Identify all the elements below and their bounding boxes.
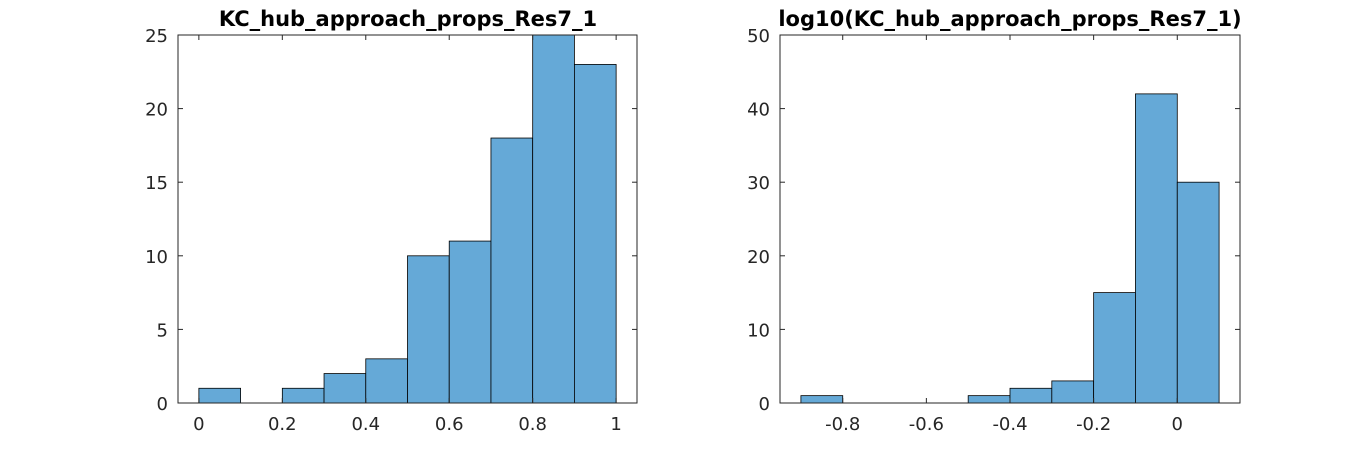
x-tick-label: 0.4 (351, 414, 380, 435)
y-tick-label: 10 (145, 247, 168, 268)
histogram-bar (800, 395, 844, 404)
x-tick-label: 0 (1172, 414, 1183, 435)
y-tick-label: 20 (747, 247, 770, 268)
histogram-bar (967, 395, 1011, 404)
y-tick-label: 30 (747, 173, 770, 194)
x-tick-label: -0.8 (825, 414, 860, 435)
axes-box (177, 34, 638, 404)
histogram-bar (1009, 387, 1053, 404)
histogram-bar (198, 387, 241, 404)
x-tick-label: 1 (610, 414, 621, 435)
x-tick-label: 0.2 (268, 414, 297, 435)
y-tick-label: 15 (145, 173, 168, 194)
histogram-bar (490, 137, 534, 404)
histogram-bar (281, 387, 325, 404)
histogram-bar (323, 373, 367, 404)
y-tick-label: 0 (759, 394, 770, 415)
y-tick-label: 20 (145, 100, 168, 121)
histogram-panel-log10: log10(KC_hub_approach_props_Res7_1) -0.8… (747, 7, 1242, 435)
x-tick-label: 0 (193, 414, 204, 435)
y-tick-label: 25 (145, 26, 168, 47)
x-tick-label: 0.6 (435, 414, 464, 435)
y-tick-label: 40 (747, 100, 770, 121)
x-tick-label: 0.8 (518, 414, 547, 435)
bars (800, 93, 1220, 404)
histogram-bar (1051, 380, 1095, 404)
chart-title: log10(KC_hub_approach_props_Res7_1) (778, 7, 1241, 31)
histogram-bar (1093, 292, 1136, 404)
y-tick-label: 0 (157, 394, 168, 415)
histogram-bar (1135, 93, 1178, 404)
x-tick-label: -0.4 (992, 414, 1027, 435)
histogram-bar (574, 64, 617, 404)
histogram-bar (448, 240, 492, 404)
axes: -0.8 -0.6 -0.4 -0.2 0 0 10 20 30 40 50 (747, 26, 1241, 435)
chart-title: KC_hub_approach_props_Res7_1 (219, 7, 597, 31)
x-tick-label: -0.6 (909, 414, 944, 435)
y-tick-label: 5 (157, 320, 168, 341)
histogram-bar (1176, 181, 1220, 404)
histogram-bar (365, 358, 408, 404)
y-tick-label: 10 (747, 320, 770, 341)
y-tick-label: 50 (747, 26, 770, 47)
histogram-bar (532, 34, 575, 404)
histogram-bar (407, 255, 450, 404)
bars (198, 34, 617, 404)
x-tick-label: -0.2 (1076, 414, 1111, 435)
histogram-panel-linear: KC_hub_approach_props_Res7_1 0 0.2 0.4 0.6 0… (145, 7, 638, 435)
